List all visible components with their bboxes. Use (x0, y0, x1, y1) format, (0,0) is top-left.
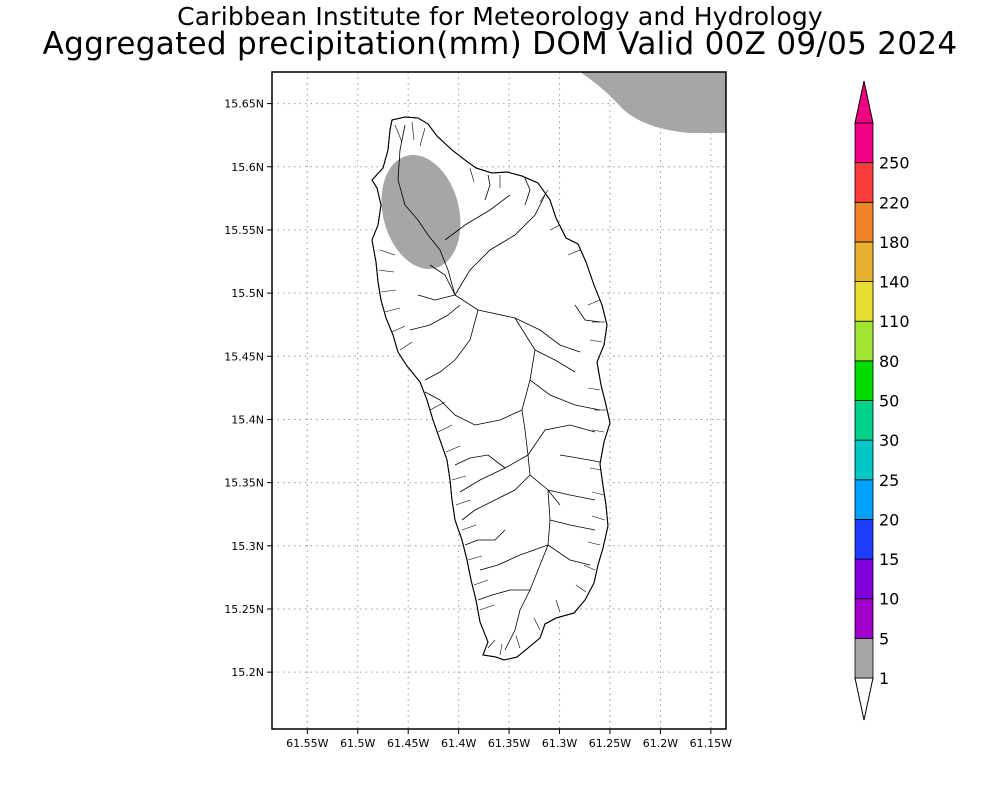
colorbar-segment (854, 439, 874, 481)
coastal-drainage-lines (378, 121, 606, 656)
colorbar-label: 140 (879, 273, 910, 292)
y-tick-label: 15.6N (231, 161, 264, 174)
watershed-boundaries (397, 124, 601, 651)
x-tick-label: 61.25W (589, 737, 631, 750)
colorbar-segment (854, 320, 874, 362)
colorbar-segment (854, 637, 874, 679)
colorbar-segment (854, 162, 874, 203)
colorbar-segment (854, 519, 874, 560)
x-tick-label: 61.15W (690, 737, 732, 750)
colorbar-label: 25 (879, 471, 899, 490)
colorbar-label: 1 (879, 669, 889, 688)
x-tick-label: 61.55W (286, 737, 328, 750)
precip-area-northeast (580, 72, 726, 133)
x-tick-label: 61.4W (441, 737, 476, 750)
y-tick-label: 15.5N (231, 287, 264, 300)
colorbar-over-triangle (854, 80, 874, 124)
colorbar-segment (854, 479, 874, 520)
y-tick-label: 15.3N (231, 540, 264, 553)
colorbar-label: 20 (879, 510, 899, 529)
colorbar-label: 10 (879, 590, 899, 609)
colorbar-label: 50 (879, 392, 899, 411)
title-line-2: Aggregated precipitation(mm) DOM Valid 0… (42, 26, 958, 62)
x-tick-label: 61.2W (643, 737, 678, 750)
colorbar-label: 220 (879, 193, 910, 212)
precip-area-northwest (381, 154, 461, 270)
colorbar-under-triangle (854, 677, 874, 721)
colorbar-label: 80 (879, 352, 899, 371)
colorbar-segment (854, 598, 874, 639)
y-tick-label: 15.65N (224, 98, 264, 111)
colorbar-segment (854, 122, 874, 164)
axis-tick-labels: 61.55W 61.5W 61.45W 61.4W 61.35W 61.3W 61.25W 6… (224, 98, 732, 750)
colorbar-segment (854, 558, 874, 600)
colorbar-label: 180 (879, 233, 910, 252)
x-tick-label: 61.3W (542, 737, 577, 750)
colorbar-label: 250 (879, 154, 910, 173)
colorbar-segment (854, 360, 874, 401)
colorbar-label: 15 (879, 550, 899, 569)
colorbar-label: 5 (879, 629, 889, 648)
plot-frame (271, 71, 727, 730)
colorbar-segment (854, 281, 874, 322)
y-tick-label: 15.2N (231, 666, 264, 679)
y-tick-label: 15.4N (231, 413, 264, 426)
map-plot-area: 61.55W 61.5W 61.45W 61.4W 61.35W 61.3W 61.25W 6… (224, 71, 732, 750)
x-tick-label: 61.5W (340, 737, 375, 750)
x-tick-label: 61.35W (488, 737, 530, 750)
colorbar-label: 30 (879, 431, 899, 450)
colorbar-segment (854, 400, 874, 441)
colorbar-label: 110 (879, 312, 910, 331)
colorbar-segment (854, 241, 874, 282)
y-tick-label: 15.25N (224, 603, 264, 616)
coastline (371, 116, 611, 661)
y-tick-label: 15.55N (224, 224, 264, 237)
x-tick-label: 61.45W (387, 737, 429, 750)
title-line-1: Caribbean Institute for Meteorology and … (177, 2, 823, 31)
y-tick-label: 15.45N (224, 350, 264, 363)
colorbar-segment (854, 201, 874, 243)
y-tick-label: 15.35N (224, 477, 264, 490)
